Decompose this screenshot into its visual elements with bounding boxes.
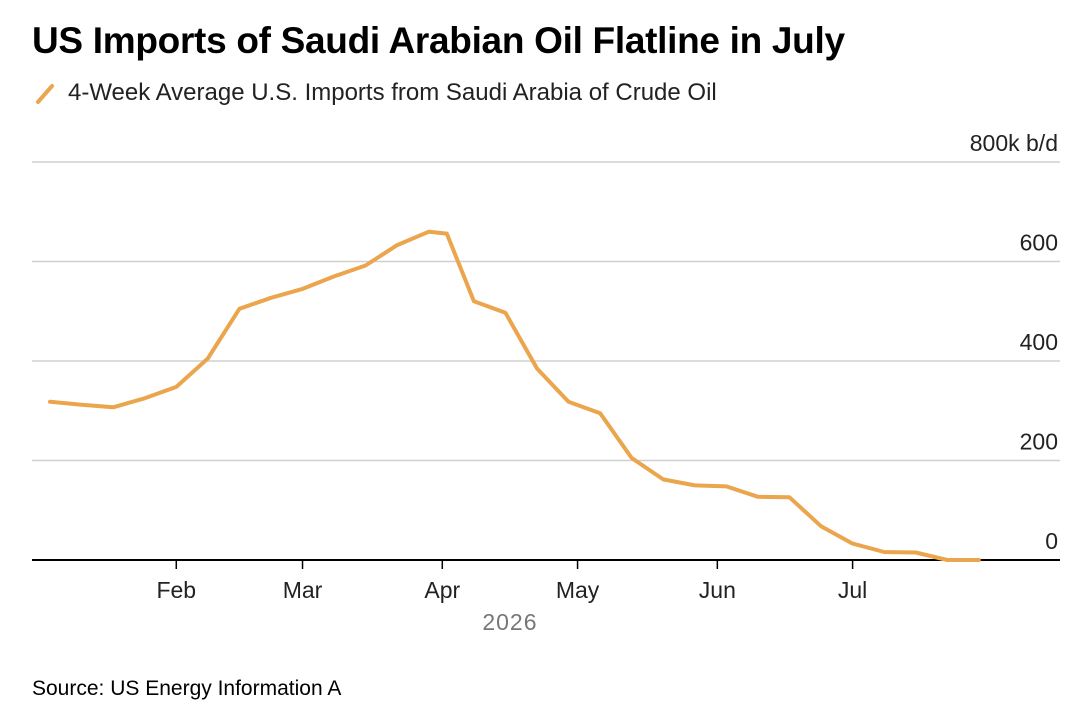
x-tick-label: Jul [838, 577, 867, 603]
x-tick-label: Apr [424, 577, 460, 603]
x-tick-label: Mar [283, 577, 323, 603]
x-tick-label: May [556, 577, 600, 603]
source-note: Source: US Energy Information A [32, 677, 342, 700]
legend: 4-Week Average U.S. Imports from Saudi A… [32, 78, 717, 108]
x-tick-label: Jun [699, 577, 736, 603]
series-line [48, 229, 981, 562]
y-tick-label: 0 [1045, 528, 1058, 554]
y-tick-label: 200 [1020, 429, 1058, 455]
y-tick-label: 800k b/d [970, 130, 1058, 156]
legend-line-swatch-icon [36, 84, 54, 104]
x-year-label: 2026 [482, 609, 537, 635]
y-tick-label: 600 [1020, 230, 1058, 256]
y-tick-label: 400 [1020, 329, 1058, 355]
x-tick-label: Feb [156, 577, 196, 603]
chart-title: US Imports of Saudi Arabian Oil Flatline… [32, 20, 845, 61]
legend-label: 4-Week Average U.S. Imports from Saudi A… [68, 79, 717, 106]
